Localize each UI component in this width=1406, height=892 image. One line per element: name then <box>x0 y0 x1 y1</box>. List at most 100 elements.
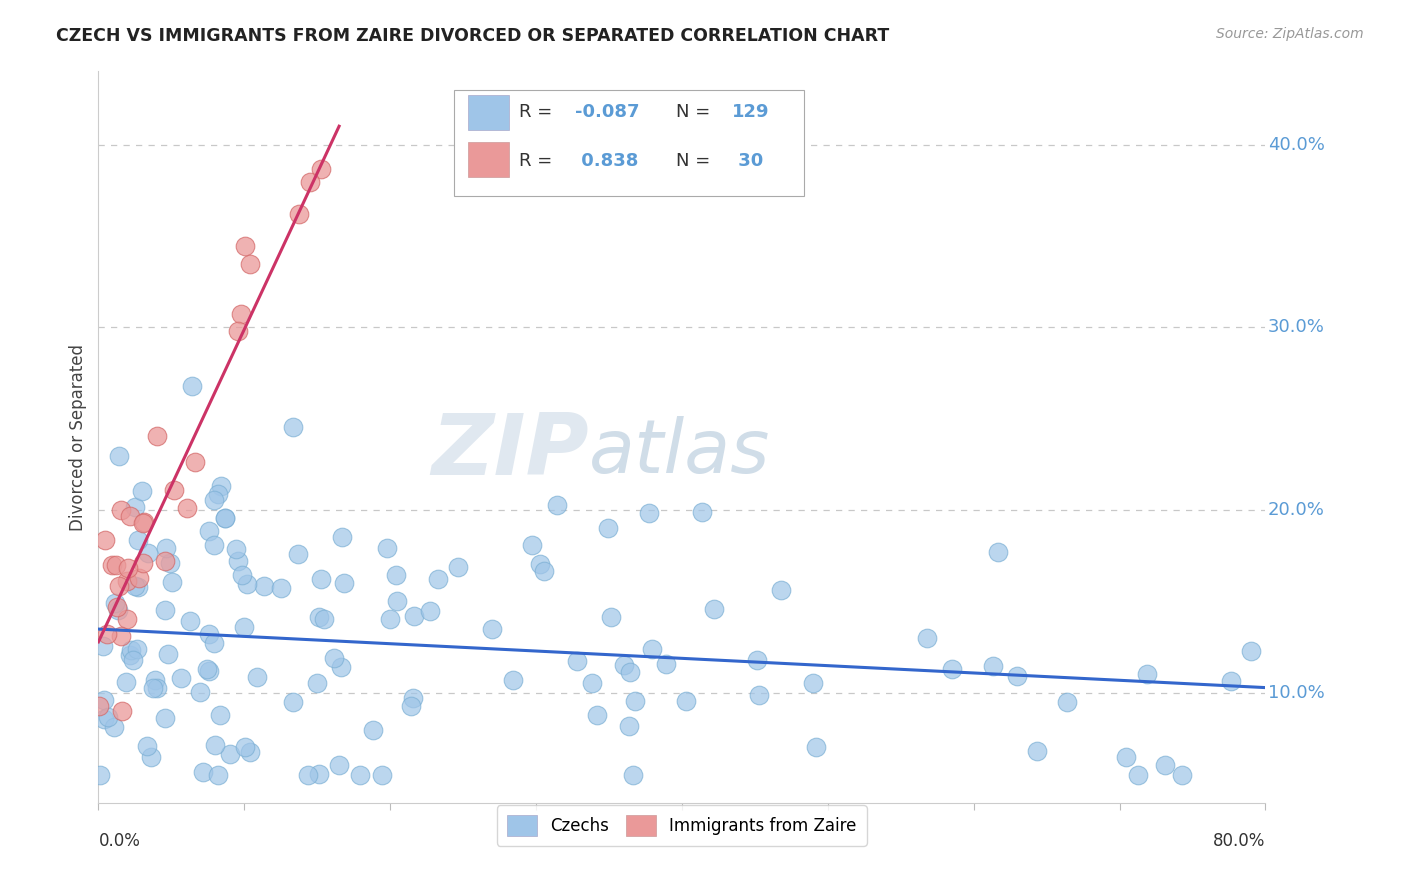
Point <box>236 577 259 591</box>
Point <box>198 524 221 538</box>
Point <box>93 693 115 707</box>
Point <box>981 658 1004 673</box>
Point <box>447 559 470 574</box>
Point <box>806 740 828 755</box>
Point <box>617 719 640 733</box>
Point <box>404 609 426 624</box>
Point <box>481 622 503 636</box>
Text: -0.087: -0.087 <box>575 103 640 120</box>
Point <box>229 307 252 321</box>
Point <box>127 580 149 594</box>
Point <box>613 657 636 672</box>
Point <box>141 749 163 764</box>
Point <box>93 712 115 726</box>
Point <box>641 642 664 657</box>
Text: N =: N = <box>676 152 716 169</box>
Text: Source: ZipAtlas.com: Source: ZipAtlas.com <box>1216 27 1364 41</box>
FancyBboxPatch shape <box>468 95 509 130</box>
Point <box>987 545 1010 559</box>
Text: atlas: atlas <box>589 416 770 488</box>
Text: 30: 30 <box>733 152 763 169</box>
Point <box>690 505 713 519</box>
Text: 20.0%: 20.0% <box>1268 501 1324 519</box>
Point <box>333 576 356 591</box>
Point <box>207 486 229 500</box>
Point <box>312 612 335 626</box>
Point <box>103 720 125 734</box>
FancyBboxPatch shape <box>454 90 804 195</box>
Point <box>132 556 155 570</box>
Point <box>585 708 607 723</box>
Point <box>156 647 179 661</box>
FancyBboxPatch shape <box>468 143 509 178</box>
Point <box>89 768 111 782</box>
Text: 0.0%: 0.0% <box>98 832 141 850</box>
Point <box>915 631 938 645</box>
Point <box>581 676 603 690</box>
Point <box>270 581 292 595</box>
Point <box>183 454 205 468</box>
Point <box>127 533 149 548</box>
Point <box>131 484 153 499</box>
Point <box>745 653 768 667</box>
Point <box>146 681 169 695</box>
Point <box>655 657 678 671</box>
Point <box>225 542 247 557</box>
Y-axis label: Divorced or Separated: Divorced or Separated <box>69 343 87 531</box>
Point <box>1115 749 1137 764</box>
Point <box>638 507 661 521</box>
Point <box>596 521 619 535</box>
Point <box>1128 768 1150 782</box>
Point <box>125 642 148 657</box>
Point <box>281 695 304 709</box>
Point <box>599 609 621 624</box>
Text: N =: N = <box>676 103 716 120</box>
Point <box>1154 757 1177 772</box>
Point <box>307 676 329 690</box>
Point <box>204 538 226 552</box>
Point <box>204 738 226 752</box>
Point <box>153 603 176 617</box>
Point <box>105 558 128 572</box>
Point <box>115 675 138 690</box>
Point <box>155 541 177 555</box>
Point <box>160 574 183 589</box>
Point <box>361 723 384 737</box>
Text: 80.0%: 80.0% <box>1213 832 1265 850</box>
Point <box>128 571 150 585</box>
Point <box>124 579 146 593</box>
Point <box>328 758 350 772</box>
Point <box>110 503 132 517</box>
Point <box>402 691 425 706</box>
Text: R =: R = <box>519 103 558 120</box>
Point <box>1136 667 1159 681</box>
Point <box>385 567 408 582</box>
Point <box>1056 695 1078 709</box>
Point <box>239 257 262 271</box>
Point <box>941 661 963 675</box>
Point <box>1025 744 1047 758</box>
Point <box>378 612 401 626</box>
Point <box>533 564 555 578</box>
Point <box>309 572 332 586</box>
Point <box>387 594 409 608</box>
Point <box>124 500 146 514</box>
Point <box>132 516 155 530</box>
Point <box>121 653 143 667</box>
Point <box>288 207 311 221</box>
Point <box>143 673 166 688</box>
Point <box>233 239 256 253</box>
Point <box>159 557 181 571</box>
Point <box>91 639 114 653</box>
Point <box>228 554 250 568</box>
Point <box>375 541 398 555</box>
Point <box>198 627 221 641</box>
Point <box>675 694 697 708</box>
Point <box>1220 674 1243 689</box>
Point <box>104 596 127 610</box>
Point <box>246 670 269 684</box>
Point <box>323 651 346 665</box>
Text: 129: 129 <box>733 103 769 120</box>
Text: 10.0%: 10.0% <box>1268 684 1324 702</box>
Point <box>153 711 176 725</box>
